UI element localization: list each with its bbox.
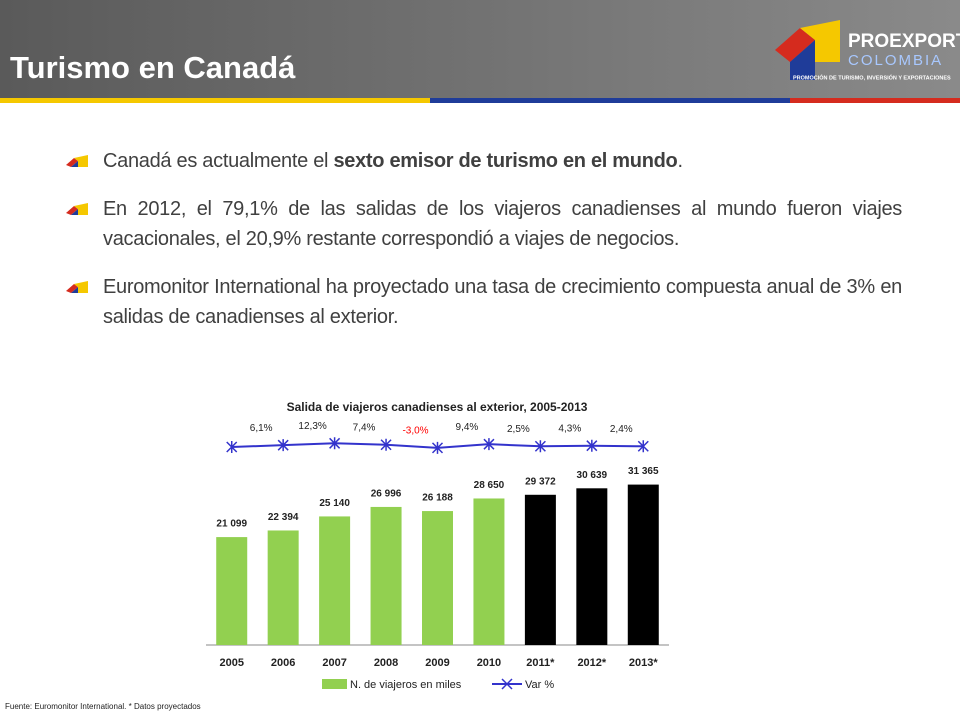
bar — [473, 498, 505, 645]
footnote: Fuente: Euromonitor International. * Dat… — [5, 702, 201, 711]
logo-shape — [800, 20, 840, 62]
data-label: 2,5% — [507, 424, 530, 435]
data-label: 6,1% — [250, 423, 273, 434]
bar — [576, 488, 608, 645]
data-label: 28 650 — [474, 480, 505, 491]
x-tick-label: 2010 — [477, 657, 501, 669]
x-tick-label: 2006 — [271, 657, 295, 669]
legend-swatch — [322, 679, 347, 689]
bar — [422, 511, 453, 645]
x-tick-label: 2005 — [219, 657, 243, 669]
bullet-text: sexto emisor de turismo en el mundo — [333, 150, 678, 172]
bullet-text: En 2012, el 79,1% de las salidas de los … — [103, 198, 902, 250]
marker — [226, 441, 238, 453]
x-tick-label: 2007 — [322, 657, 346, 669]
logo: PROEXPORT COLOMBIA PROMOCIÓN DE TURISMO,… — [775, 20, 960, 81]
stripe-blue — [430, 98, 790, 103]
data-label: 26 188 — [422, 493, 453, 504]
x-tick-label: 2008 — [374, 657, 398, 669]
bar — [319, 516, 351, 645]
marker — [329, 437, 341, 450]
stripe-red — [790, 98, 960, 103]
bullet-icon — [66, 281, 88, 293]
bullet-text: Canadá es actualmente el — [103, 150, 334, 172]
logo-shape — [790, 40, 815, 80]
logo-tagline: PROMOCIÓN DE TURISMO, INVERSIÓN Y EXPORT… — [793, 73, 951, 81]
bullet-text: Euromonitor International ha proyectado … — [103, 276, 902, 328]
stripe-yellow — [0, 98, 430, 103]
marker — [483, 438, 495, 451]
bar — [627, 484, 659, 645]
logo-shape — [775, 28, 815, 62]
marker — [431, 441, 444, 454]
data-label: 30 639 — [577, 470, 608, 481]
bar — [524, 494, 556, 645]
marker — [277, 439, 289, 452]
bar — [267, 530, 299, 645]
marker — [534, 440, 546, 453]
bar — [216, 537, 248, 645]
bullet: Canadá es actualmente el sexto emisor de… — [66, 146, 902, 176]
marker — [637, 440, 649, 453]
x-tick-label: 2012* — [577, 657, 606, 669]
data-label: 22 394 — [268, 512, 299, 523]
legend-swatch — [501, 678, 513, 690]
bullet: En 2012, el 79,1% de las salidas de los … — [66, 194, 902, 254]
data-label: -3,0% — [402, 426, 428, 437]
chart-title: Salida de viajeros canadienses al exteri… — [287, 400, 588, 414]
marker — [586, 439, 598, 452]
data-label: 7,4% — [353, 422, 376, 433]
data-label: 25 140 — [319, 498, 350, 509]
data-label: 9,4% — [456, 422, 479, 433]
legend-label: N. de viajeros en miles — [350, 679, 462, 691]
logo-name: PROEXPORT — [848, 31, 960, 52]
bullet: Euromonitor International ha proyectado … — [66, 272, 902, 332]
slide-title: Turismo en Canadá — [10, 50, 296, 85]
data-label: 31 365 — [628, 466, 659, 477]
data-label: 4,3% — [558, 423, 581, 434]
x-tick-label: 2013* — [629, 657, 658, 669]
bullet-icon — [66, 203, 88, 215]
data-label: 2,4% — [610, 424, 633, 435]
bullet-list: Canadá es actualmente el sexto emisor de… — [66, 146, 902, 350]
logo-country: COLOMBIA — [848, 52, 943, 69]
data-label: 12,3% — [298, 421, 326, 432]
x-tick-label: 2009 — [425, 657, 449, 669]
data-label: 29 372 — [525, 476, 556, 487]
bullet-text: . — [677, 150, 683, 172]
bullet-icon — [66, 155, 88, 167]
data-label: 26 996 — [371, 489, 402, 500]
marker — [380, 438, 392, 451]
data-label: 21 099 — [216, 519, 247, 530]
bar — [370, 506, 402, 645]
x-tick-label: 2011* — [526, 657, 555, 669]
legend-label: Var % — [525, 679, 554, 691]
